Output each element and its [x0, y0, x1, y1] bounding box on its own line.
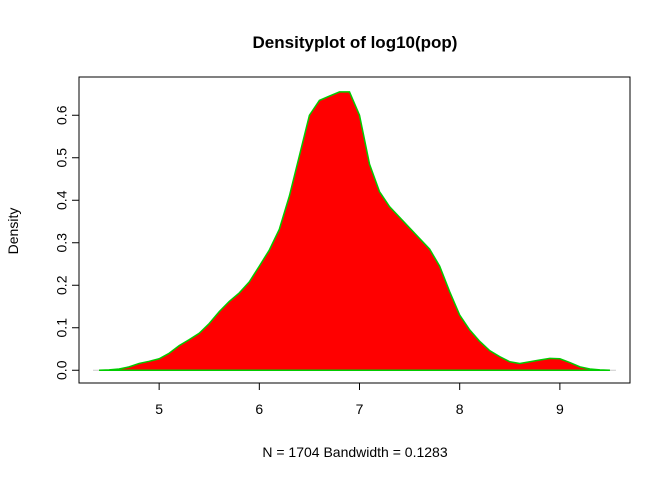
y-axis: 0.0 0.1 0.2 0.3 0.4 0.5 0.6 [54, 105, 80, 380]
y-tick-label: 0.5 [54, 148, 70, 168]
y-tick-label: 0.3 [54, 233, 70, 253]
chart-title: Densityplot of log10(pop) [253, 33, 458, 52]
x-tick-label: 7 [356, 401, 364, 417]
x-tick-label: 6 [255, 401, 263, 417]
x-axis-label: N = 1704 Bandwidth = 0.1283 [262, 444, 447, 460]
y-tick-label: 0.2 [54, 275, 70, 295]
x-tick-label: 8 [456, 401, 464, 417]
density-area [99, 91, 610, 371]
y-tick-label: 0.6 [54, 105, 70, 125]
x-axis: 5 6 7 8 9 [155, 382, 564, 417]
y-axis-label: Density [5, 208, 21, 255]
y-tick-label: 0.1 [54, 318, 70, 338]
x-tick-label: 9 [556, 401, 564, 417]
y-tick-label: 0.4 [54, 190, 70, 210]
y-tick-label: 0.0 [54, 360, 70, 380]
x-tick-label: 5 [155, 401, 163, 417]
